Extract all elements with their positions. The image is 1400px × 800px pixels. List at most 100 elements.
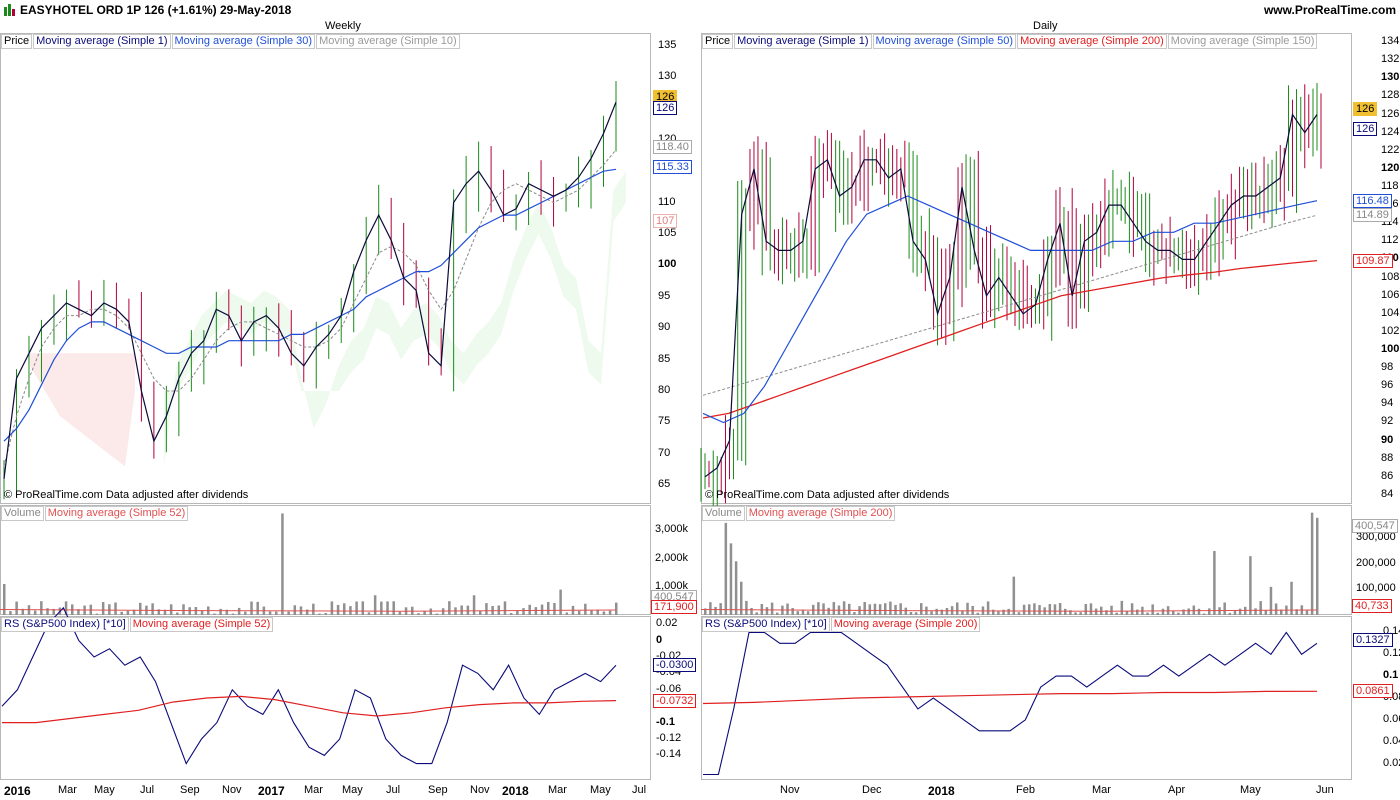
volume-bar [472,595,476,615]
volume-bar [1249,556,1252,615]
volume-bar [909,611,913,615]
legend-rs-ma200[interactable]: Moving average (Simple 200) [830,617,981,632]
volume-bar [992,609,995,615]
price-tick-label: 70 [658,446,671,459]
volume-bar [114,602,117,615]
volume-bar [9,611,12,615]
volume-bar [367,612,371,615]
volume-bar [608,610,612,615]
legend-rs[interactable]: RS (S&P500 Index) [*10] [1,617,129,632]
price-tick-label: 90 [1381,433,1394,446]
left-rs-pane[interactable] [0,616,651,780]
volume-bar [336,604,340,615]
volume-bar [355,601,358,615]
site-url[interactable]: www.ProRealTime.com [1263,3,1396,17]
legend-ma30[interactable]: Moving average (Simple 30) [171,34,316,49]
time-axis-label: Mar [1092,784,1111,796]
volume-bar [817,602,820,615]
legend-volume[interactable]: Volume [702,506,745,521]
volume-bar [151,603,154,615]
volume-bar [1259,601,1262,615]
volume-bar [899,603,902,615]
price-tick-label: 134 [1381,35,1400,48]
price-tick-label: 112 [1381,234,1399,247]
volume-bar [1110,605,1113,615]
volume-bar [940,609,944,615]
volume-bar [1316,517,1319,615]
volume-bar [1053,604,1057,615]
volume-bar [1156,612,1160,615]
price-tag-red: 109.87 [1353,253,1393,268]
volume-bar [305,609,309,615]
legend-ma10[interactable]: Moving average (Simple 10) [316,34,460,49]
legend-rs-ma52[interactable]: Moving average (Simple 52) [129,617,274,632]
legend-price[interactable]: Price [1,34,33,49]
volume-bar [884,603,887,615]
right-volume-pane[interactable] [701,505,1352,615]
volume-bar [1274,603,1278,615]
volume-bar [120,611,123,615]
volume-bar [380,601,383,615]
right-rs-plot [702,631,1318,776]
price-tag-gray: 118.40 [653,139,692,154]
volume-tag: 171,900 [651,600,697,614]
time-axis-label: Mar [548,784,567,796]
volume-bar [157,609,161,615]
left-volume-legend: Volume Moving average (Simple 52) [1,506,189,521]
volume-bar [540,604,544,615]
volume-bar [373,595,377,615]
volume-bar [163,609,167,615]
legend-price[interactable]: Price [702,34,734,49]
legend-ma200[interactable]: Moving average (Simple 200) [1017,34,1167,49]
volume-bar [1022,604,1026,615]
volume-bar [318,613,321,615]
volume-bar [1028,604,1031,615]
price-tick-label: 132 [1381,53,1400,66]
volume-bar [868,604,872,615]
price-tag-blue: 116.48 [1353,193,1392,208]
price-tick-label: 135 [658,38,677,51]
volume-bar [1161,608,1165,615]
time-axis-label: Jul [140,784,155,796]
legend-ma1[interactable]: Moving average (Simple 1) [734,34,872,49]
volume-bar [1089,603,1093,615]
volume-bar [1269,586,1273,615]
price-tick-label: 130 [1381,71,1400,84]
price-tag-gold: 126 [653,90,678,105]
volume-bar [1202,613,1206,615]
rs-line [1,606,617,765]
left-rs-legend: RS (S&P500 Index) [*10] Moving average (… [1,617,274,632]
volume-bar [1012,576,1016,615]
volume-bar [1130,603,1134,615]
price-tag-navy: 126 [653,101,678,116]
right-rs-pane[interactable] [701,616,1352,780]
price-tick-label: 100 [1381,343,1400,356]
volume-bar [1310,512,1314,615]
price-tag-blue: 115.33 [653,160,692,175]
legend-vol-ma200[interactable]: Moving average (Simple 200) [745,506,896,521]
volume-bar [429,608,433,615]
ma10-line [3,149,617,467]
volume-bar [719,603,722,615]
legend-rs[interactable]: RS (S&P500 Index) [*10] [702,617,830,632]
volume-bar [188,607,191,615]
volume-bar [101,602,105,615]
legend-vol-ma52[interactable]: Moving average (Simple 52) [44,506,189,521]
volume-bar [200,610,204,615]
legend-ma1[interactable]: Moving average (Simple 1) [33,34,171,49]
legend-ma150[interactable]: Moving average (Simple 150) [1167,34,1318,49]
legend-volume[interactable]: Volume [1,506,44,521]
legend-ma50[interactable]: Moving average (Simple 50) [872,34,1017,49]
time-axis-label: Mar [304,784,323,796]
volume-ma-line [700,609,1318,612]
volume-bar [920,603,923,615]
volume-bar [577,610,581,615]
price-tick-label: 100 [658,258,677,271]
price-tick-label: 108 [1381,270,1400,283]
price-tick-label: 98 [1381,361,1394,374]
price-tick-label: 128 [1381,89,1400,102]
volume-bar [1295,609,1298,615]
rs-tag: 0.1327 [1353,633,1393,648]
left-volume-pane[interactable] [0,505,651,615]
header-bar: EASYHOTEL ORD 1P 126 (+1.61%) 29-May-201… [0,0,1400,20]
